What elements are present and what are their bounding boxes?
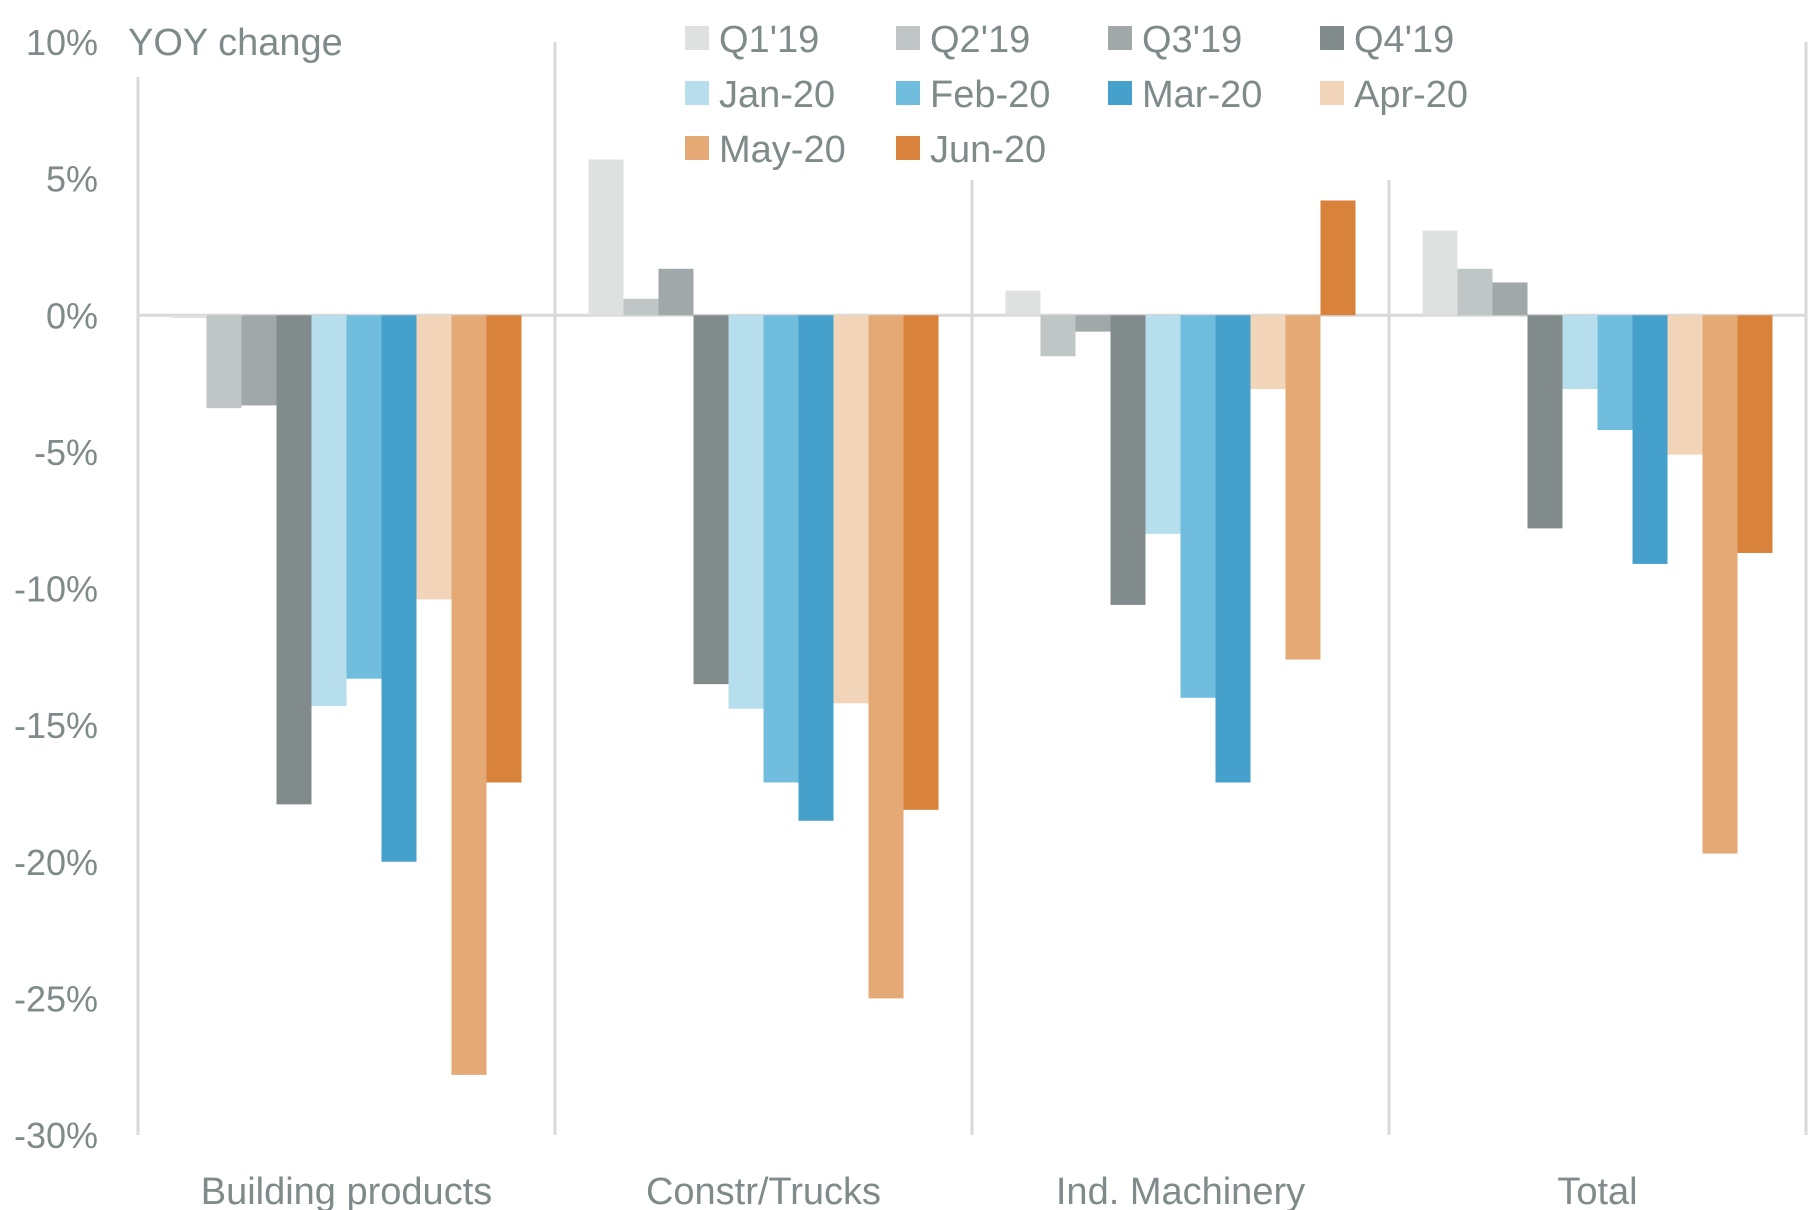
legend-item: May-20 [685, 129, 846, 171]
bar [1250, 315, 1286, 390]
bar [1702, 315, 1738, 854]
bar [1040, 315, 1076, 357]
bar [1737, 315, 1773, 553]
bar [486, 315, 522, 783]
bar [868, 315, 904, 999]
bar [1145, 315, 1181, 534]
bar [1285, 315, 1321, 660]
bar [623, 298, 659, 316]
legend-label: Apr-20 [1354, 74, 1468, 116]
bar [416, 315, 452, 600]
bar [1320, 200, 1356, 316]
bar [1422, 230, 1458, 316]
bar [171, 315, 207, 318]
bar [1215, 315, 1251, 783]
legend-item: Jun-20 [896, 129, 1046, 171]
legend-swatch [1108, 26, 1132, 50]
bar [1492, 282, 1528, 316]
bar [346, 315, 382, 679]
bar [451, 315, 487, 1075]
bar [1457, 268, 1493, 316]
legend-label: Q2'19 [930, 19, 1030, 61]
legend-swatch [896, 136, 920, 160]
y-tick-label: -5% [34, 432, 98, 473]
bar [1632, 315, 1668, 564]
category-label: Total [1557, 1171, 1637, 1210]
bar [728, 315, 764, 709]
legend-item: Q1'19 [685, 19, 819, 61]
bar [763, 315, 799, 783]
legend-item: Jan-20 [685, 74, 835, 116]
legend-swatch [1108, 81, 1132, 105]
legend-swatch [685, 81, 709, 105]
legend-label: Feb-20 [930, 74, 1050, 116]
y-tick-label: -10% [14, 569, 98, 610]
legend-swatch [685, 136, 709, 160]
category-labels: Building products Constr/Trucks Ind. Machi… [201, 1171, 1638, 1210]
bar [276, 315, 312, 805]
legend-swatch [896, 26, 920, 50]
y-tick-label: -20% [14, 842, 98, 883]
bar [1180, 315, 1216, 698]
bar [1562, 315, 1598, 390]
y-tick-label: 10% [26, 22, 98, 63]
bar [311, 315, 347, 706]
y-tick-label: -30% [14, 1115, 98, 1156]
bar [1527, 315, 1563, 529]
bar [833, 315, 869, 704]
y-tick-labels: 10% 5% 0% -5% -10% -15% -20% -25% -30% [14, 22, 98, 1156]
bar [693, 315, 729, 685]
y-tick-label: 0% [46, 295, 98, 336]
legend-item: Feb-20 [896, 74, 1050, 116]
legend-label: Q3'19 [1142, 19, 1242, 61]
bar [798, 315, 834, 821]
bar [206, 315, 242, 409]
bar [1597, 315, 1633, 431]
legend-label: Q1'19 [719, 19, 819, 61]
bar [1667, 315, 1703, 455]
legend-swatch [896, 81, 920, 105]
bar [381, 315, 417, 862]
legend-swatch [1320, 81, 1344, 105]
bar [1110, 315, 1146, 605]
bar [903, 315, 939, 810]
bar [241, 315, 277, 406]
bar [1075, 315, 1111, 332]
category-label: Ind. Machinery [1056, 1171, 1305, 1210]
legend-label: Mar-20 [1142, 74, 1262, 116]
category-label: Building products [201, 1171, 493, 1210]
y-tick-label: -15% [14, 705, 98, 746]
legend-item: Q2'19 [896, 19, 1030, 61]
legend-item: Mar-20 [1108, 74, 1262, 116]
bars-layer [171, 159, 1773, 1075]
legend-item: Q4'19 [1320, 19, 1454, 61]
legend-label: May-20 [719, 129, 846, 171]
bar [1005, 290, 1041, 316]
bar [588, 159, 624, 316]
y-tick-label: 5% [46, 159, 98, 200]
legend-label: Jan-20 [719, 74, 835, 116]
legend-item: Apr-20 [1320, 74, 1468, 116]
legend-label: Jun-20 [930, 129, 1046, 171]
legend-label: Q4'19 [1354, 19, 1454, 61]
legend-swatch [1320, 26, 1344, 50]
legend: Q1'19 Q2'19 Q3'19 Q4'19 Jan-20 Feb-20 Mar-20 Ap… [685, 19, 1468, 171]
chart-title: YOY change [128, 22, 343, 64]
legend-item: Q3'19 [1108, 19, 1242, 61]
legend-swatch [685, 26, 709, 50]
y-tick-label: -25% [14, 978, 98, 1019]
category-label: Constr/Trucks [646, 1171, 881, 1210]
bar [658, 268, 694, 316]
